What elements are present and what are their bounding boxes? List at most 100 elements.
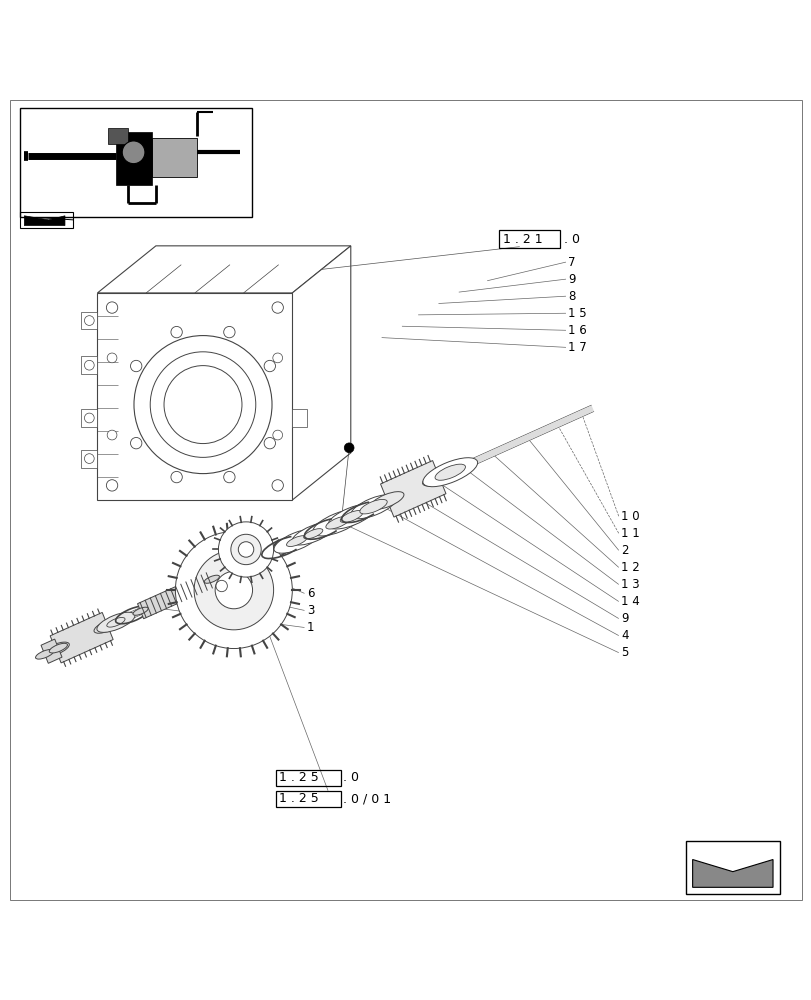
Circle shape	[150, 352, 255, 457]
Ellipse shape	[286, 536, 307, 547]
Ellipse shape	[49, 643, 67, 653]
Polygon shape	[50, 612, 113, 663]
Bar	[152, 138, 196, 177]
Circle shape	[107, 430, 117, 440]
Bar	[20, 108, 251, 217]
Text: 1 7: 1 7	[568, 341, 586, 354]
Circle shape	[171, 471, 182, 483]
Text: 1 . 2 5: 1 . 2 5	[279, 771, 319, 784]
Ellipse shape	[42, 642, 69, 657]
Ellipse shape	[204, 575, 219, 583]
Polygon shape	[97, 246, 350, 293]
Circle shape	[264, 437, 275, 449]
Circle shape	[264, 360, 275, 372]
Text: 4: 4	[620, 629, 628, 642]
Text: . 0 / 0 1: . 0 / 0 1	[343, 792, 391, 805]
Ellipse shape	[325, 516, 350, 529]
Text: . 0: . 0	[563, 233, 579, 246]
Text: 6: 6	[307, 587, 314, 600]
Text: 1 . 2 5: 1 . 2 5	[279, 792, 319, 805]
Circle shape	[223, 326, 234, 338]
Polygon shape	[137, 572, 215, 619]
Text: 1 5: 1 5	[568, 307, 586, 320]
Text: 3: 3	[307, 604, 314, 617]
Bar	[499, 230, 560, 248]
Text: 1 . 2 1: 1 . 2 1	[502, 233, 542, 246]
Bar	[685, 841, 779, 894]
Text: 8: 8	[568, 290, 575, 303]
Text: 5: 5	[620, 646, 628, 659]
Ellipse shape	[423, 458, 477, 487]
Polygon shape	[380, 461, 445, 517]
Bar	[107, 128, 127, 144]
Text: 1: 1	[307, 621, 314, 634]
Bar	[81, 450, 97, 468]
Circle shape	[215, 571, 252, 609]
Circle shape	[272, 353, 282, 363]
Ellipse shape	[370, 492, 403, 509]
Ellipse shape	[133, 607, 148, 615]
Circle shape	[210, 575, 233, 597]
Polygon shape	[41, 639, 62, 663]
Ellipse shape	[422, 468, 456, 486]
Ellipse shape	[340, 511, 363, 522]
Ellipse shape	[36, 649, 54, 659]
Circle shape	[194, 550, 273, 630]
Polygon shape	[44, 405, 593, 657]
Text: 9: 9	[620, 612, 628, 625]
Bar	[97, 293, 292, 500]
Ellipse shape	[97, 612, 135, 632]
Circle shape	[106, 302, 118, 313]
Ellipse shape	[312, 509, 363, 536]
Ellipse shape	[273, 529, 320, 553]
Circle shape	[84, 316, 94, 325]
Text: 1 0: 1 0	[620, 510, 639, 523]
Text: 7: 7	[568, 256, 575, 269]
Text: 1 3: 1 3	[620, 578, 639, 591]
Polygon shape	[292, 246, 350, 500]
Circle shape	[238, 542, 254, 557]
Circle shape	[272, 302, 283, 313]
Circle shape	[84, 360, 94, 370]
Polygon shape	[24, 216, 65, 226]
Bar	[276, 770, 341, 786]
Circle shape	[131, 360, 142, 372]
Circle shape	[175, 532, 292, 649]
Bar	[81, 356, 97, 374]
Text: 1 6: 1 6	[568, 324, 586, 337]
Circle shape	[84, 413, 94, 423]
Circle shape	[272, 430, 282, 440]
Ellipse shape	[303, 529, 323, 539]
Polygon shape	[692, 860, 772, 887]
Circle shape	[230, 534, 261, 565]
Circle shape	[134, 336, 272, 474]
Ellipse shape	[107, 617, 125, 627]
Text: 2: 2	[620, 544, 628, 557]
Circle shape	[344, 443, 354, 453]
Text: 1 1: 1 1	[620, 527, 639, 540]
Text: . 0: . 0	[343, 771, 359, 784]
Circle shape	[107, 353, 117, 363]
Ellipse shape	[350, 495, 396, 519]
Circle shape	[272, 480, 283, 491]
Circle shape	[216, 580, 227, 592]
Circle shape	[223, 471, 234, 483]
Ellipse shape	[359, 499, 387, 514]
Circle shape	[218, 522, 273, 577]
Bar	[81, 409, 97, 427]
Circle shape	[122, 141, 144, 164]
Text: 1 4: 1 4	[620, 595, 639, 608]
Polygon shape	[115, 132, 152, 185]
Ellipse shape	[435, 464, 465, 480]
Bar	[20, 212, 73, 228]
Bar	[276, 791, 341, 807]
Circle shape	[106, 480, 118, 491]
Circle shape	[171, 326, 182, 338]
Ellipse shape	[328, 504, 375, 529]
Circle shape	[131, 437, 142, 449]
Bar	[81, 312, 97, 329]
Text: 9: 9	[568, 273, 575, 286]
Text: 1 2: 1 2	[620, 561, 639, 574]
Circle shape	[164, 366, 242, 444]
Bar	[292, 409, 307, 427]
